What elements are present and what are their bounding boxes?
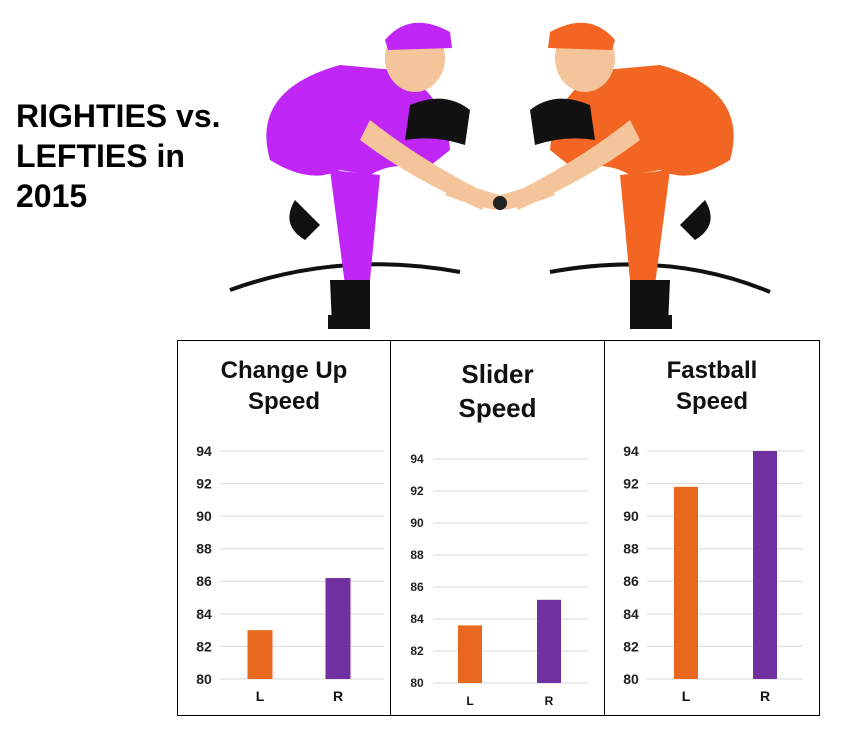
slider-bar-l xyxy=(458,625,482,683)
changeup-ytick-label: 84 xyxy=(196,606,212,622)
fastball-chart-title: Fastball Speed xyxy=(605,355,819,417)
changeup-ytick-label: 94 xyxy=(196,443,212,459)
changeup-title-line-2: Speed xyxy=(247,388,321,415)
changeup-ytick-label: 88 xyxy=(196,541,212,557)
slider-title-line-1: Slider xyxy=(461,359,534,389)
changeup-ytick-label: 92 xyxy=(196,475,212,491)
changeup-ytick-label: 86 xyxy=(196,573,212,589)
baseball-icon xyxy=(493,196,507,210)
headline: RIGHTIES vs. LEFTIES in 2015 xyxy=(16,96,256,216)
purple-pitcher-figure xyxy=(266,22,500,329)
fastball-ytick-label: 86 xyxy=(623,573,639,589)
slider-ytick-label: 94 xyxy=(410,452,424,466)
fastball-ytick-label: 92 xyxy=(623,475,639,491)
headline-line-1: RIGHTIES vs. xyxy=(16,98,221,134)
slider-ytick-label: 90 xyxy=(410,516,424,530)
slider-ytick-label: 88 xyxy=(410,548,424,562)
changeup-ytick-label: 90 xyxy=(196,508,212,524)
orange-pitcher-figure xyxy=(500,22,734,329)
changeup-title-line-1: Change Up xyxy=(220,357,348,384)
slider-category-label: L xyxy=(466,694,473,708)
slider-speed-chart: 80 82 84 86 88 90 92 94 L R xyxy=(410,452,587,708)
changeup-speed-panel: Change Up Speed 80 82 84 86 88 90 92 94 L R xyxy=(177,340,391,716)
slider-chart-title: Slider Speed xyxy=(391,357,604,425)
fastball-ytick-label: 90 xyxy=(623,508,639,524)
fastball-ytick-label: 84 xyxy=(623,606,639,622)
changeup-category-label: L xyxy=(256,688,265,704)
fastball-category-label: L xyxy=(682,688,691,704)
changeup-ytick-label: 82 xyxy=(196,638,212,654)
changeup-bar-r xyxy=(325,578,351,679)
changeup-speed-chart: 80 82 84 86 88 90 92 94 L R xyxy=(196,443,384,704)
changeup-category-label: R xyxy=(333,688,343,704)
fastball-category-label: R xyxy=(760,688,770,704)
fastball-ytick-label: 82 xyxy=(623,638,639,654)
slider-category-label: R xyxy=(545,694,554,708)
fastball-bar-r xyxy=(753,451,777,679)
fastball-ytick-label: 94 xyxy=(623,443,639,459)
headline-line-3: 2015 xyxy=(16,178,88,214)
fastball-ytick-label: 88 xyxy=(623,541,639,557)
headline-line-2: LEFTIES in xyxy=(16,138,185,174)
fastball-ytick-label: 80 xyxy=(623,671,639,687)
fastball-speed-chart: 80 82 84 86 88 90 92 94 L R xyxy=(623,443,803,704)
slider-ytick-label: 82 xyxy=(410,644,424,658)
mound-arc-right xyxy=(549,262,771,294)
pitchers-illustration xyxy=(229,22,771,329)
slider-ytick-label: 86 xyxy=(410,580,424,594)
fastball-speed-panel: Fastball Speed 80 82 84 86 88 90 92 94 L R xyxy=(604,340,820,716)
fastball-bar-l xyxy=(674,486,698,679)
fastball-title-line-1: Fastball xyxy=(666,357,758,384)
changeup-ytick-label: 80 xyxy=(196,671,212,687)
slider-ytick-label: 84 xyxy=(410,612,424,626)
slider-title-line-2: Speed xyxy=(458,393,537,423)
slider-speed-panel: Slider Speed 80 82 84 86 88 90 92 94 L R xyxy=(390,340,605,716)
changeup-bar-l xyxy=(247,630,273,679)
slider-ytick-label: 92 xyxy=(410,484,424,498)
slider-ytick-label: 80 xyxy=(410,676,424,690)
changeup-chart-title: Change Up Speed xyxy=(178,355,390,417)
fastball-title-line-2: Speed xyxy=(675,388,749,415)
slider-bar-r xyxy=(537,599,561,683)
